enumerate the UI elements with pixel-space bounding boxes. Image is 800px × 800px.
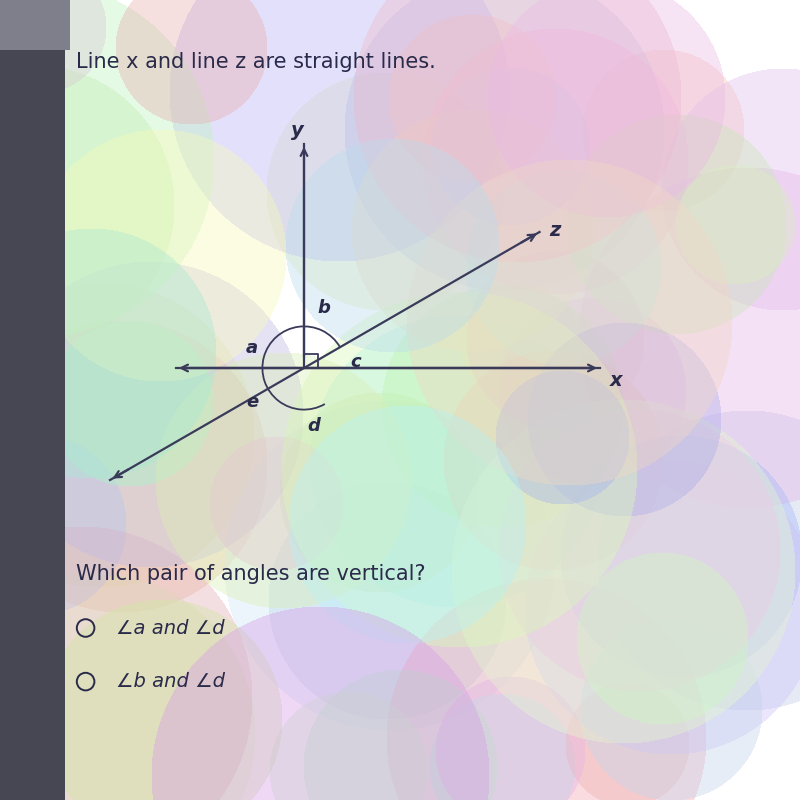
- Text: z: z: [549, 221, 561, 240]
- Text: c: c: [350, 353, 362, 370]
- Text: d: d: [307, 417, 320, 434]
- Text: x: x: [610, 370, 622, 390]
- Text: Which pair of angles are vertical?: Which pair of angles are vertical?: [76, 564, 426, 584]
- Text: b: b: [318, 299, 330, 317]
- Text: a: a: [246, 339, 258, 357]
- Text: y: y: [291, 121, 304, 140]
- Text: ∠b and ∠d: ∠b and ∠d: [116, 672, 225, 691]
- Text: ∠a and ∠d: ∠a and ∠d: [116, 618, 225, 638]
- Text: Line x and line z are straight lines.: Line x and line z are straight lines.: [76, 52, 436, 72]
- Text: e: e: [246, 393, 258, 410]
